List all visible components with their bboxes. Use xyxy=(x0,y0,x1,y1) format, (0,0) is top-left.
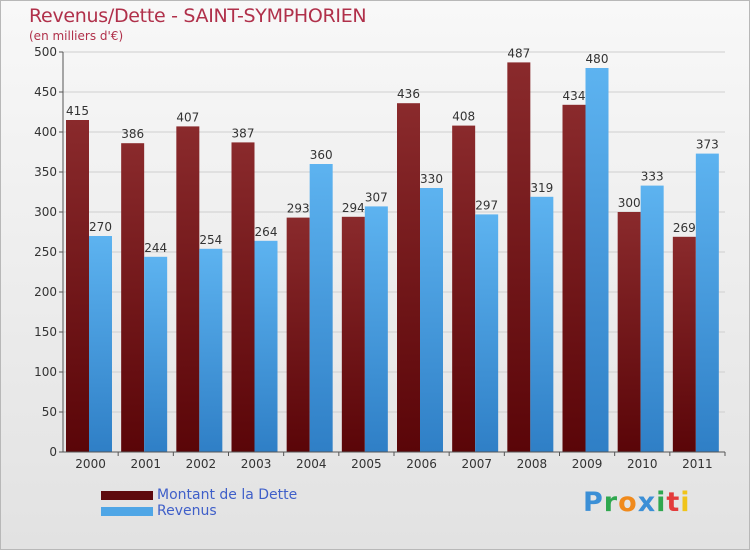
bar-debt xyxy=(341,216,365,452)
logo-letter: t xyxy=(666,487,681,518)
bar-debt xyxy=(672,236,696,452)
data-label-debt: 408 xyxy=(452,110,475,124)
data-label-revenue: 307 xyxy=(365,190,388,204)
x-tick-label: 2011 xyxy=(682,457,713,471)
bar-debt xyxy=(617,212,641,452)
x-tick-label: 2010 xyxy=(627,457,658,471)
y-tick-label: 0 xyxy=(49,445,57,459)
data-label-debt: 407 xyxy=(176,110,199,124)
logo-letter: r xyxy=(603,487,619,518)
bar-revenue xyxy=(254,240,278,452)
proxiti-logo: Proxiti xyxy=(583,487,691,518)
data-label-debt: 434 xyxy=(563,89,586,103)
data-label-debt: 415 xyxy=(66,104,89,118)
data-label-revenue: 333 xyxy=(641,170,664,184)
data-label-debt: 436 xyxy=(397,87,420,101)
bar-revenue xyxy=(309,164,333,452)
bar-debt xyxy=(562,104,586,453)
data-label-debt: 293 xyxy=(287,202,310,216)
y-tick-label: 450 xyxy=(34,85,57,99)
data-label-revenue: 480 xyxy=(586,52,609,66)
legend-label-revenue: Revenus xyxy=(157,503,217,519)
data-label-debt: 487 xyxy=(507,46,530,60)
bar-revenue xyxy=(420,188,443,452)
bar-debt xyxy=(121,143,145,452)
bar-debt xyxy=(507,62,531,453)
bar-revenue xyxy=(364,206,388,452)
data-label-debt: 269 xyxy=(673,221,696,235)
x-tick-label: 2005 xyxy=(351,457,382,471)
y-tick-label: 300 xyxy=(34,205,57,219)
data-label-debt: 294 xyxy=(342,201,365,215)
bar-revenue xyxy=(144,256,168,452)
logo-letter: P xyxy=(583,487,604,518)
y-tick-label: 100 xyxy=(34,365,57,379)
logo-letter: i xyxy=(656,487,667,518)
y-tick-label: 250 xyxy=(34,245,57,259)
chart-subtitle: (en milliers d'€) xyxy=(29,29,124,43)
x-tick-label: 2009 xyxy=(572,457,603,471)
data-label-debt: 300 xyxy=(618,196,641,210)
y-tick-label: 150 xyxy=(34,325,57,339)
data-label-revenue: 373 xyxy=(696,138,719,152)
logo-letter: x xyxy=(637,487,657,518)
legend-swatch-revenue xyxy=(101,507,153,516)
bar-revenue xyxy=(89,236,112,452)
x-tick-label: 2008 xyxy=(517,457,548,471)
data-label-revenue: 319 xyxy=(530,181,553,195)
x-tick-label: 2002 xyxy=(186,457,217,471)
data-label-debt: 386 xyxy=(121,127,144,141)
bar-revenue xyxy=(585,68,609,452)
data-label-revenue: 264 xyxy=(255,225,278,239)
bar-debt xyxy=(286,217,310,452)
legend-label-debt: Montant de la Dette xyxy=(157,487,298,503)
bar-revenue xyxy=(695,153,719,452)
bar-debt xyxy=(231,142,255,452)
data-label-revenue: 244 xyxy=(144,241,167,255)
y-tick-label: 200 xyxy=(34,285,57,299)
data-label-debt: 387 xyxy=(232,126,255,140)
bar-revenue xyxy=(530,196,554,452)
x-tick-label: 2000 xyxy=(75,457,106,471)
logo-letter: i xyxy=(680,487,691,518)
x-tick-label: 2007 xyxy=(461,457,492,471)
bar-revenue xyxy=(475,214,499,452)
bar-debt xyxy=(66,120,89,452)
x-tick-label: 2006 xyxy=(406,457,437,471)
y-tick-label: 500 xyxy=(34,45,57,59)
data-label-revenue: 360 xyxy=(310,148,333,162)
legend-swatch-debt xyxy=(101,491,153,500)
bar-debt xyxy=(176,126,200,453)
bar-revenue xyxy=(640,185,664,452)
x-tick-label: 2003 xyxy=(241,457,272,471)
data-label-revenue: 297 xyxy=(475,198,498,212)
data-label-revenue: 270 xyxy=(89,220,112,234)
data-label-revenue: 330 xyxy=(420,172,443,186)
logo-letter: o xyxy=(618,487,638,518)
y-tick-label: 50 xyxy=(42,405,57,419)
x-tick-label: 2004 xyxy=(296,457,327,471)
y-tick-label: 400 xyxy=(34,125,57,139)
chart-title: Revenus/Dette - SAINT-SYMPHORIEN xyxy=(29,5,367,27)
bar-debt xyxy=(397,103,420,452)
bar-debt xyxy=(452,125,476,452)
bar-revenue xyxy=(199,248,223,452)
x-tick-label: 2001 xyxy=(130,457,161,471)
data-label-revenue: 254 xyxy=(199,233,222,247)
y-tick-label: 350 xyxy=(34,165,57,179)
